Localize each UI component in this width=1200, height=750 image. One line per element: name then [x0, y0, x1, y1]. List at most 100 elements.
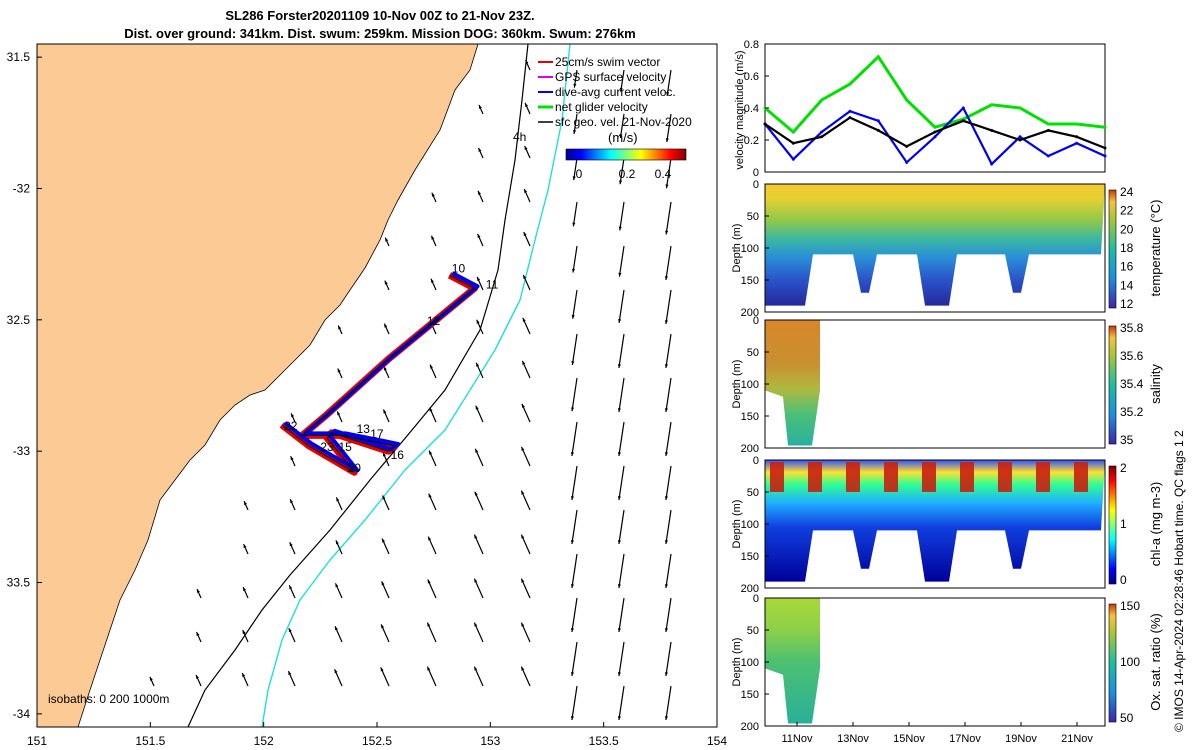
depth-tick: 100 [741, 243, 759, 255]
velocity-point [961, 106, 965, 110]
vector-head [666, 91, 670, 96]
map-x-tick-label: 152.5 [362, 734, 392, 748]
vector-head [478, 190, 481, 195]
vector-head [289, 542, 293, 547]
velocity-vector [619, 113, 625, 139]
vector-head [381, 581, 385, 586]
velocity-vector [618, 465, 625, 501]
velocity-vector [571, 509, 578, 545]
vector-head [290, 499, 294, 504]
vector-head [617, 452, 621, 457]
temperature-colorbar-tick: 12 [1120, 297, 1134, 311]
velocity-point [791, 157, 795, 161]
velocity-point [933, 135, 937, 139]
chl-maximum-patch [770, 462, 784, 492]
time-axis: 11Nov 13Nov 15Nov 17Nov 19Nov 21Nov [782, 722, 1093, 745]
map-legend: 25cm/s swim vector GPS surface velocity … [538, 55, 692, 181]
vector-head [665, 184, 669, 189]
vector-head [570, 452, 574, 457]
velocity-point [848, 109, 852, 113]
velocity-vector [572, 201, 578, 227]
vector-head [619, 87, 623, 92]
temperature-colorbar-tick: 14 [1120, 278, 1134, 292]
velocity-point [933, 125, 937, 129]
oxygen-colorbar-tick: 50 [1120, 711, 1134, 725]
chl-maximum-patch [922, 462, 936, 492]
velocity-vector [571, 685, 578, 721]
velocity-vector [571, 421, 578, 457]
vector-head [477, 276, 481, 281]
map-x-tick-label: 151.5 [135, 734, 165, 748]
chl-maximum-patch [1036, 462, 1050, 492]
glider-path [281, 274, 476, 473]
velocity-point [1046, 154, 1050, 158]
velocity-vector [665, 509, 672, 545]
velocity-ylabel: velocity magnitude (m/s) [734, 50, 746, 169]
vector-head [474, 491, 478, 496]
vector-head [429, 450, 433, 455]
chlorophyll-colorbar-tick: 0 [1120, 573, 1127, 587]
temperature-colorbar-tick: 18 [1120, 241, 1134, 255]
vector-head [384, 280, 388, 285]
chart-title-line-1: SL286 Forster20201109 10-Nov 00Z to 21-N… [225, 8, 535, 23]
velocity-point [990, 103, 994, 107]
temperature-section: 0 50 100 150 200 Depth (m) 24 22 20 18 16 14 12 tempe… [731, 179, 1163, 319]
depth-tick: 0 [753, 455, 759, 467]
velocity-point [1018, 135, 1022, 139]
velocity-point [1046, 128, 1050, 132]
vector-head [570, 628, 574, 633]
legend-geostrophic: sfc geo. vel. 21-Nov-2020 [555, 115, 692, 129]
time-tick-label: 17Nov [949, 733, 981, 745]
vector-head [430, 364, 433, 369]
vector-head [428, 493, 432, 498]
land-mass [36, 43, 479, 728]
day-label: 10 [452, 262, 466, 276]
vector-head [384, 323, 388, 328]
salinity-ylabel: Depth (m) [731, 360, 743, 409]
legend-current: dive-avg current veloc. [555, 85, 676, 99]
chl-maximum-patch [960, 462, 974, 492]
day-label: 16 [391, 448, 405, 462]
cbar-tick-0: 0 [576, 167, 583, 181]
map-panel: 10 11 12 13 17 15 16 20 22 23 4h 31.5 -32 32.5 -33 33.… [7, 43, 727, 748]
vector-head [618, 318, 622, 323]
velocity-point [1075, 141, 1079, 145]
velocity-point [1103, 146, 1107, 150]
vector-head [381, 624, 385, 629]
velocity-point [1018, 106, 1022, 110]
velocity-point [1046, 122, 1050, 126]
day-label: 13 [357, 422, 371, 436]
time-tick-label: 19Nov [1005, 733, 1037, 745]
map-y-tick-label: -33 [13, 444, 31, 458]
vector-head [525, 60, 529, 65]
vector-head [665, 138, 669, 143]
day-labels: 10 11 12 13 17 15 16 20 22 23 4h [284, 130, 526, 475]
vector-head [149, 676, 153, 681]
depth-tick: 0 [753, 179, 759, 191]
salinity-colorbar-label: salinity [1148, 364, 1163, 404]
vector-head [382, 538, 386, 543]
velocity-y-tick: 0.2 [744, 135, 759, 147]
velocity-y-tick: 0.8 [744, 39, 759, 51]
velocity-vector [665, 201, 672, 235]
velocity-vector [572, 245, 578, 273]
temperature-ylabel: Depth (m) [731, 224, 743, 273]
chlorophyll-colorbar-tick: 2 [1120, 461, 1127, 475]
velocity-y-tick: 0.4 [744, 103, 759, 115]
vector-head [664, 452, 668, 457]
velocity-vector [665, 157, 672, 189]
temperature-colorbar-label: temperature (°C) [1148, 200, 1163, 297]
vector-head [570, 672, 574, 677]
vector-head [242, 673, 246, 678]
vector-head [521, 403, 525, 408]
map-x-tick-label: 153 [480, 734, 500, 748]
vector-head [334, 669, 338, 674]
day-label: 22 [284, 419, 298, 433]
vector-head [664, 276, 668, 281]
oxygen-colorbar-tick: 100 [1120, 655, 1140, 669]
velocity-point [820, 130, 824, 134]
vector-head [664, 716, 668, 721]
vector-head [476, 362, 480, 367]
vector-head [431, 192, 435, 197]
